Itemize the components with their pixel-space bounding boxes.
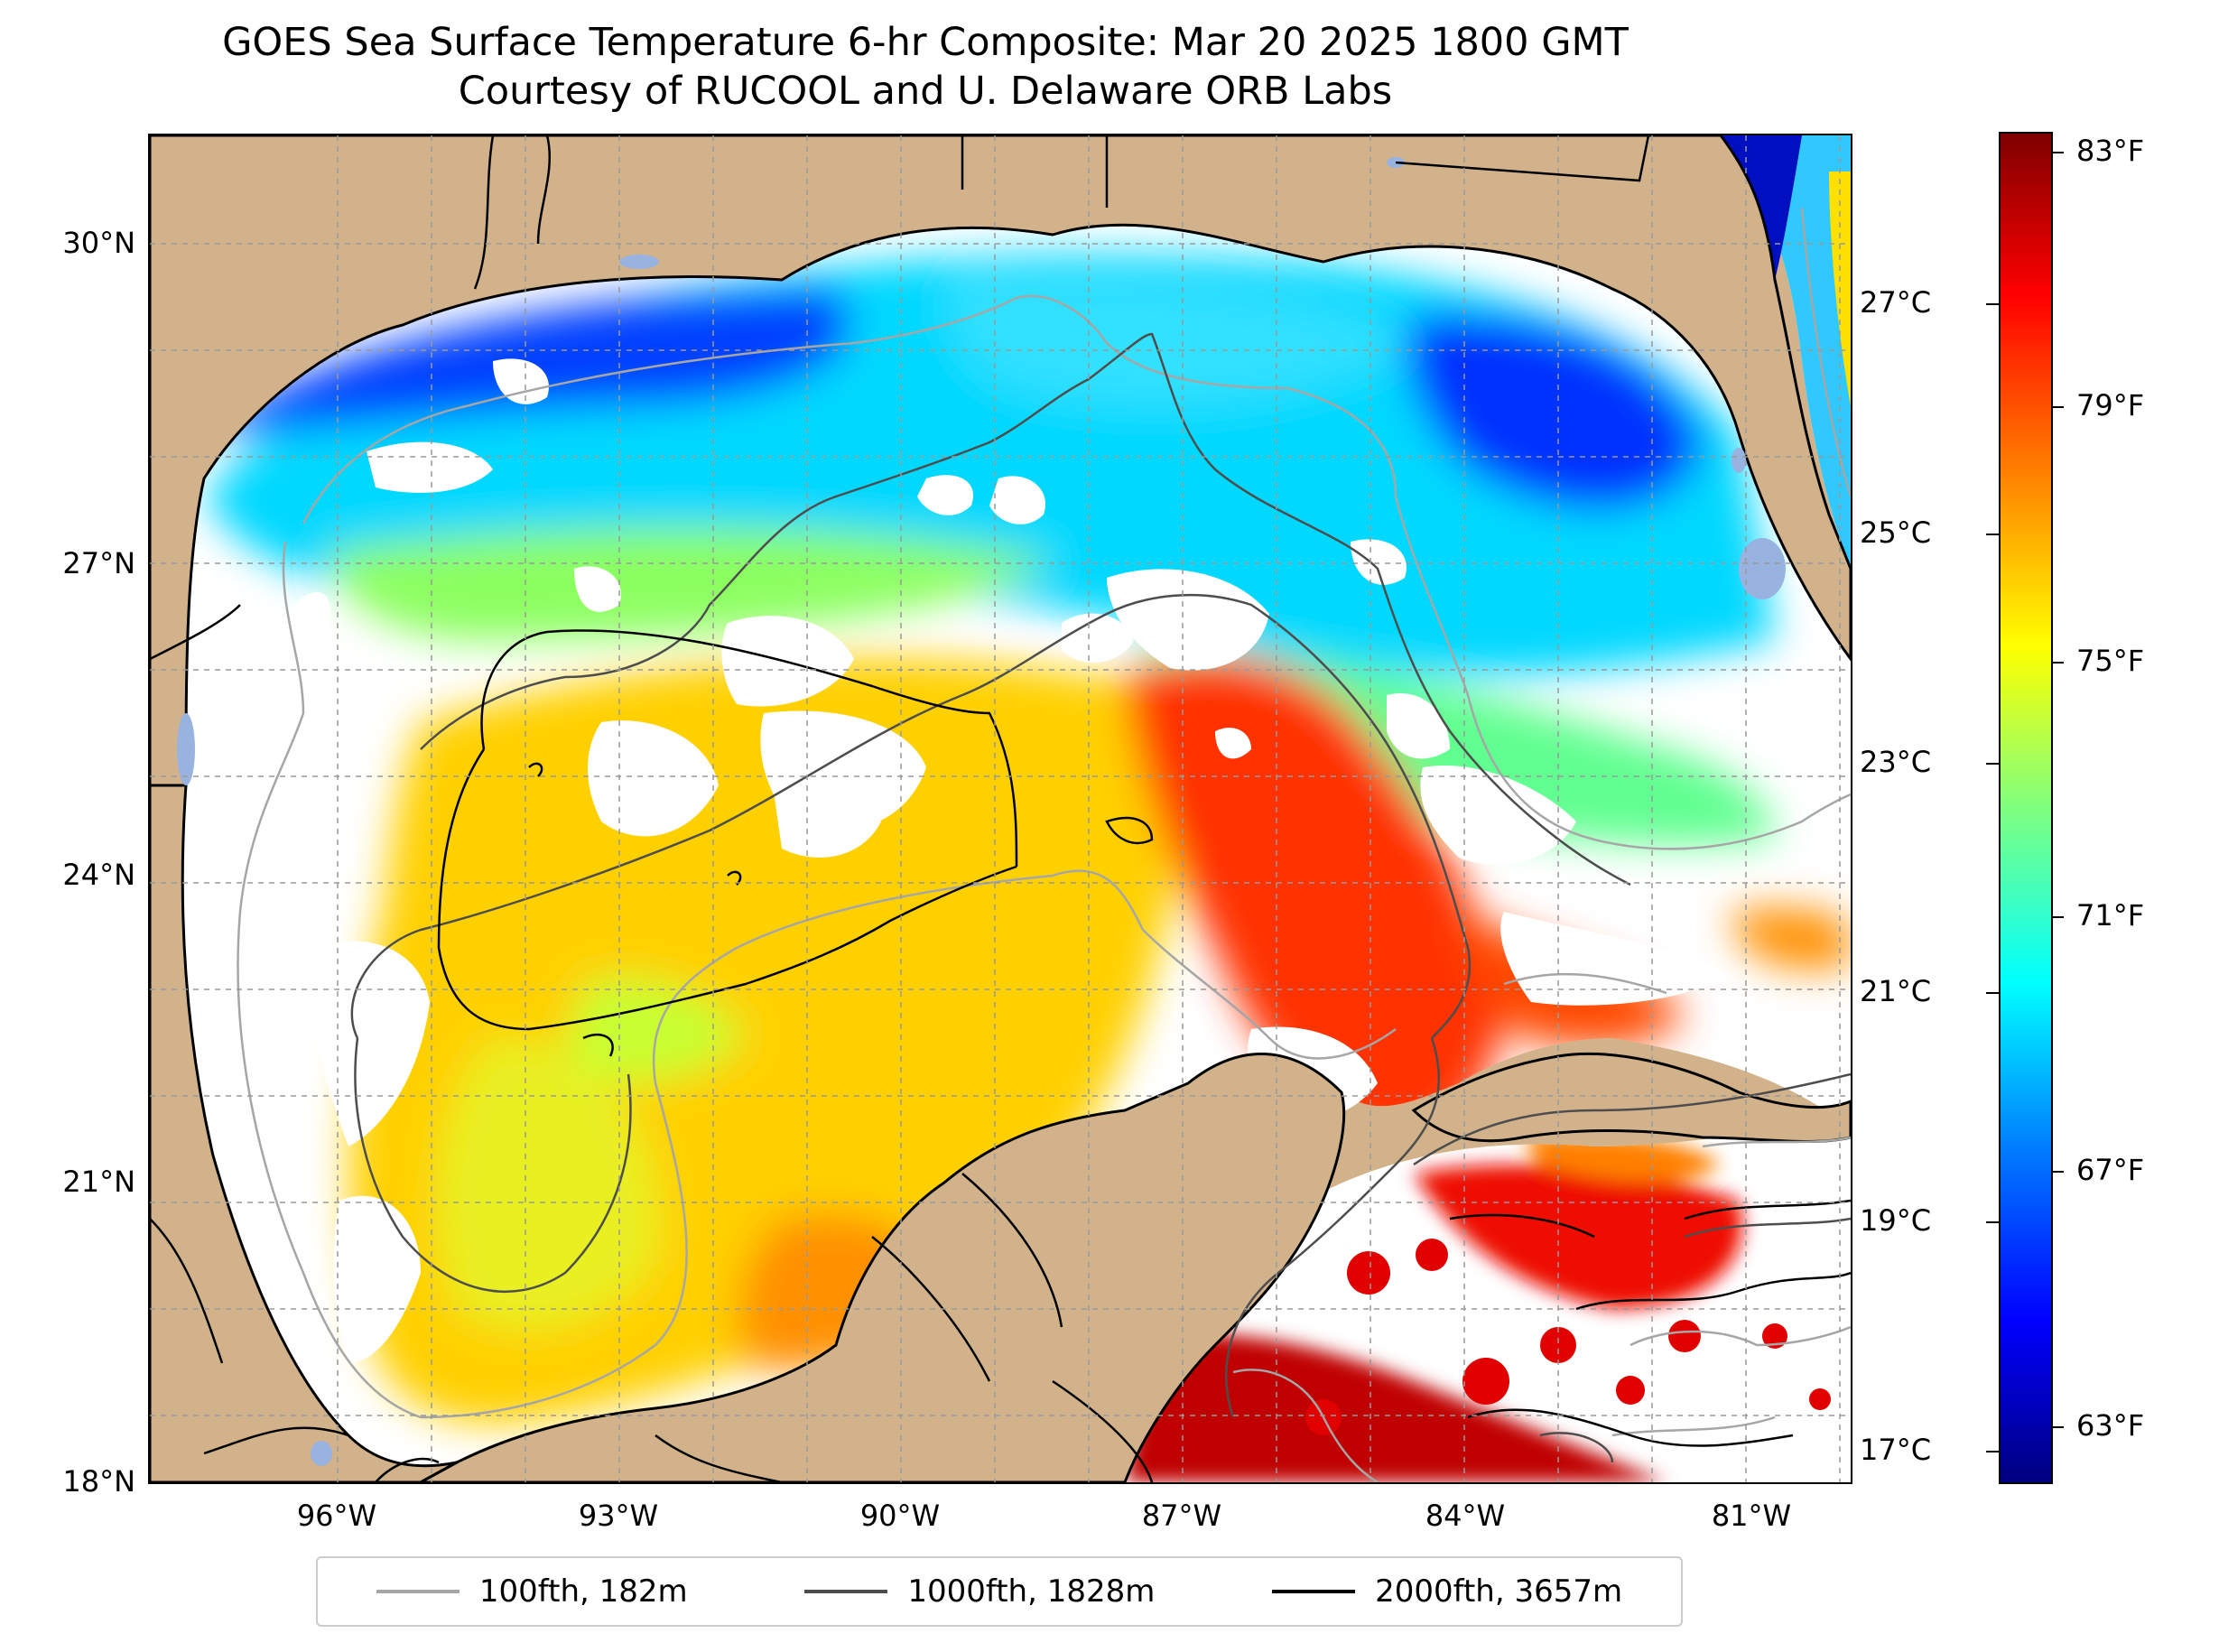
lat-label-30n: 30°N <box>62 226 135 260</box>
legend-label-100fth: 100fth, 182m <box>478 1573 688 1610</box>
legend-label-1000fth: 1000fth, 1828m <box>907 1573 1156 1610</box>
sst-map-canvas <box>150 135 1851 1482</box>
cb-tick-f <box>2051 406 2064 408</box>
lon-label-87w: 87°W <box>1141 1499 1222 1533</box>
cb-label-27c: 27°C <box>1860 285 1932 320</box>
legend-item-2000fth: 2000fth, 3657m <box>1272 1573 1622 1610</box>
cb-label-17c: 17°C <box>1860 1433 1932 1467</box>
cb-label-19c: 19°C <box>1860 1203 1932 1238</box>
legend-line-100fth <box>376 1590 460 1593</box>
cb-tick-c <box>1986 1451 1999 1452</box>
legend-line-2000fth <box>1272 1590 1356 1593</box>
cb-tick-f <box>2051 1171 2064 1173</box>
lon-label-81w: 81°W <box>1711 1499 1792 1533</box>
legend-label-2000fth: 2000fth, 3657m <box>1375 1573 1623 1610</box>
lat-label-21n: 21°N <box>62 1165 135 1199</box>
contour-100fth <box>237 207 1851 1482</box>
contour-2000fth <box>437 629 1851 1447</box>
cb-label-21c: 21°C <box>1860 974 1932 1008</box>
cb-tick-c <box>1986 534 1999 535</box>
lon-label-90w: 90°W <box>859 1499 941 1533</box>
contour-legend: 100fth, 182m 1000fth, 1828m 2000fth, 365… <box>316 1556 1683 1627</box>
cb-label-71f: 71°F <box>2076 898 2145 933</box>
temperature-colorbar <box>1999 132 2053 1484</box>
cb-tick-c <box>1986 763 1999 765</box>
lat-label-18n: 18°N <box>62 1464 135 1499</box>
land-masses <box>150 135 1851 1482</box>
legend-line-1000fth <box>804 1590 888 1593</box>
sst-map <box>148 134 1852 1484</box>
lon-label-96w: 96°W <box>296 1499 377 1533</box>
inland-lakes <box>177 157 1786 1466</box>
graticule <box>150 135 1851 1482</box>
cb-label-83f: 83°F <box>2076 134 2145 168</box>
cb-tick-f <box>2051 152 2064 153</box>
lat-label-24n: 24°N <box>62 858 135 892</box>
lat-label-27n: 27°N <box>62 546 135 580</box>
cb-tick-c <box>1986 303 1999 305</box>
legend-item-100fth: 100fth, 182m <box>376 1573 688 1610</box>
map-title: GOES Sea Surface Temperature 6-hr Compos… <box>222 20 1629 65</box>
lon-label-93w: 93°W <box>578 1499 659 1533</box>
map-subtitle: Courtesy of RUCOOL and U. Delaware ORB L… <box>458 69 1393 114</box>
cb-label-75f: 75°F <box>2076 644 2145 678</box>
cb-tick-c <box>1986 992 1999 994</box>
lon-label-84w: 84°W <box>1425 1499 1506 1533</box>
cb-tick-f <box>2051 916 2064 918</box>
cb-label-23c: 23°C <box>1860 745 1932 779</box>
cb-label-79f: 79°F <box>2076 388 2145 422</box>
cb-tick-f <box>2051 1426 2064 1428</box>
cb-label-63f: 63°F <box>2076 1408 2145 1443</box>
cb-tick-c <box>1986 1221 1999 1223</box>
political-borders <box>150 135 1650 1482</box>
legend-item-1000fth: 1000fth, 1828m <box>804 1573 1155 1610</box>
cb-tick-f <box>2051 662 2064 664</box>
cb-label-67f: 67°F <box>2076 1153 2145 1187</box>
cb-label-25c: 25°C <box>1860 515 1932 550</box>
